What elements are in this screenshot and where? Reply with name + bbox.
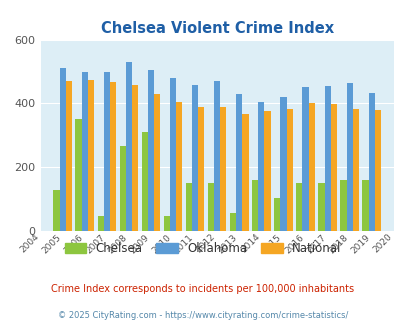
- Bar: [302, 87, 308, 231]
- Legend: Chelsea, Oklahoma, National: Chelsea, Oklahoma, National: [60, 237, 345, 260]
- Bar: [273, 197, 280, 231]
- Bar: [110, 82, 116, 231]
- Bar: [220, 107, 226, 231]
- Bar: [75, 119, 81, 231]
- Title: Chelsea Violent Crime Index: Chelsea Violent Crime Index: [100, 21, 333, 36]
- Bar: [207, 183, 213, 231]
- Bar: [242, 114, 248, 231]
- Bar: [141, 132, 147, 231]
- Bar: [66, 81, 72, 231]
- Bar: [60, 68, 66, 231]
- Bar: [81, 72, 87, 231]
- Bar: [132, 85, 138, 231]
- Bar: [286, 109, 292, 231]
- Bar: [324, 86, 330, 231]
- Bar: [374, 110, 380, 231]
- Bar: [147, 70, 153, 231]
- Bar: [87, 80, 94, 231]
- Bar: [170, 78, 176, 231]
- Bar: [119, 147, 126, 231]
- Bar: [198, 107, 204, 231]
- Bar: [163, 216, 170, 231]
- Bar: [362, 180, 368, 231]
- Bar: [264, 112, 270, 231]
- Bar: [153, 94, 160, 231]
- Bar: [185, 183, 192, 231]
- Bar: [296, 183, 302, 231]
- Bar: [258, 102, 264, 231]
- Bar: [126, 62, 132, 231]
- Bar: [236, 94, 242, 231]
- Bar: [213, 81, 220, 231]
- Bar: [346, 82, 352, 231]
- Bar: [230, 214, 236, 231]
- Bar: [330, 104, 336, 231]
- Bar: [104, 72, 110, 231]
- Bar: [339, 180, 346, 231]
- Bar: [192, 85, 198, 231]
- Bar: [318, 183, 324, 231]
- Bar: [368, 93, 374, 231]
- Text: Crime Index corresponds to incidents per 100,000 inhabitants: Crime Index corresponds to incidents per…: [51, 284, 354, 294]
- Bar: [176, 102, 182, 231]
- Bar: [280, 97, 286, 231]
- Bar: [252, 180, 258, 231]
- Bar: [53, 189, 60, 231]
- Text: © 2025 CityRating.com - https://www.cityrating.com/crime-statistics/: © 2025 CityRating.com - https://www.city…: [58, 312, 347, 320]
- Bar: [352, 109, 358, 231]
- Bar: [97, 216, 104, 231]
- Bar: [308, 103, 314, 231]
